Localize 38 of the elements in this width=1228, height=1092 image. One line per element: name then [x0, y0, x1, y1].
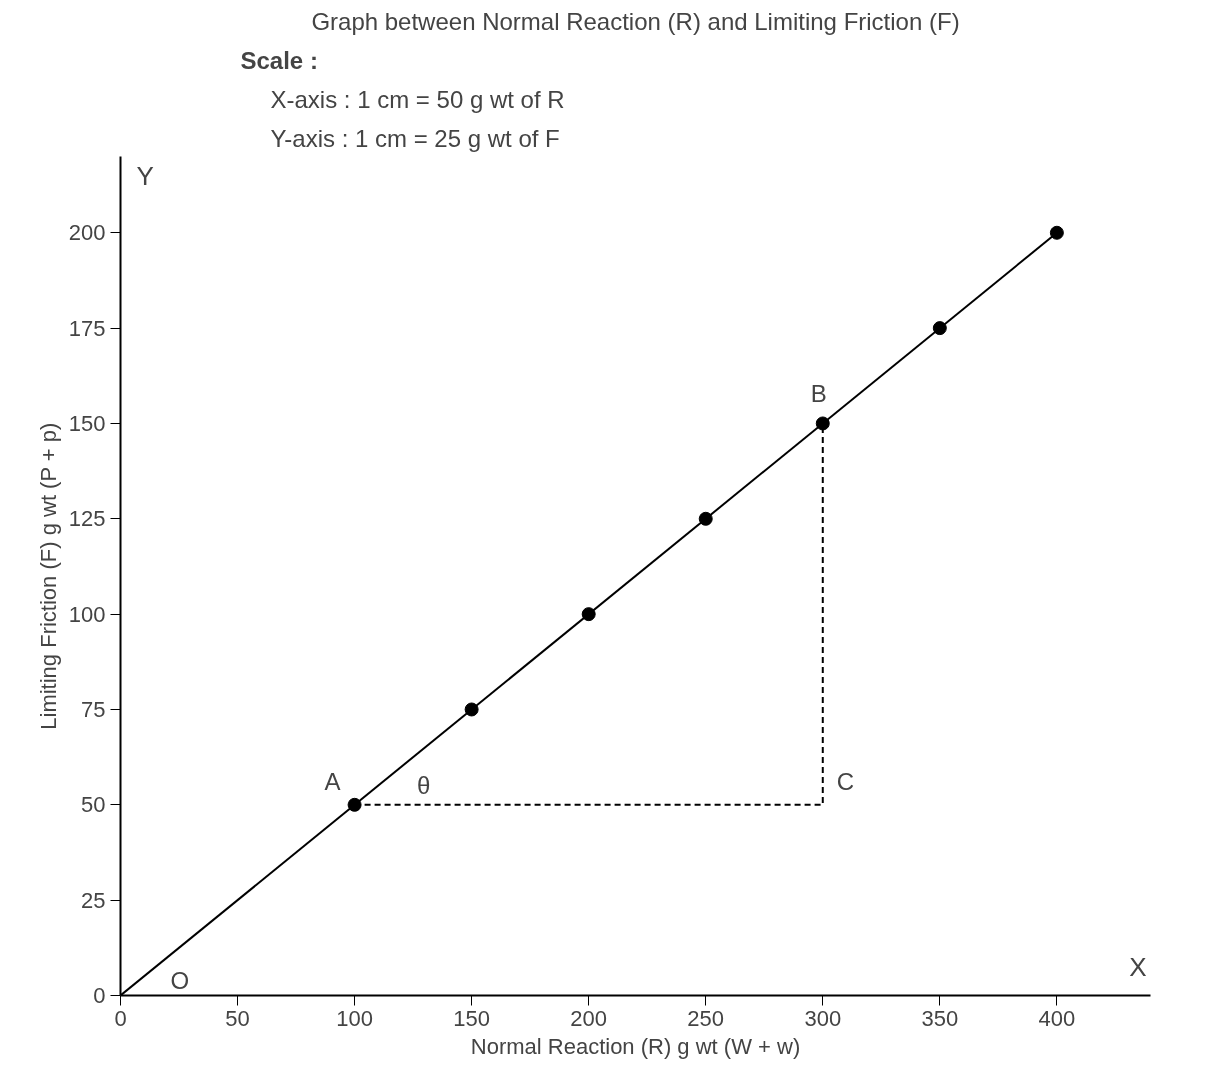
chart-subtitle: Scale : — [240, 46, 318, 74]
text: X-axis : 1 cm = 50 g wt of R — [270, 85, 565, 113]
point — [1049, 225, 1064, 240]
x-tick-label: 0 — [114, 1005, 127, 1031]
x-tick-label: 100 — [336, 1005, 373, 1031]
y-tick-label: 175 — [68, 315, 106, 341]
annotation: O — [170, 966, 190, 994]
x-tick-label: 200 — [570, 1005, 608, 1031]
x-tick-label: 300 — [804, 1005, 842, 1031]
y-tick-label: 100 — [68, 601, 106, 627]
annotation: C — [836, 767, 855, 795]
x-tick-label: 350 — [921, 1005, 959, 1031]
text: Y-axis : 1 cm = 25 g wt of F — [270, 124, 560, 152]
y-tick-label: 25 — [81, 887, 106, 913]
x-tick-label: 250 — [687, 1005, 725, 1031]
y-tick-label: 150 — [68, 410, 106, 436]
annotation: θ — [417, 771, 431, 799]
x-tick-label: 400 — [1038, 1005, 1076, 1031]
y-tick-label: 75 — [81, 696, 106, 722]
y-tick-label: 0 — [93, 983, 106, 1008]
point — [581, 607, 596, 622]
point — [815, 416, 830, 431]
x-tick-label: 150 — [453, 1005, 490, 1031]
x-axis-title: Normal Reaction (R) g wt (W + w) — [470, 1033, 801, 1059]
y-tick-label: 125 — [68, 506, 106, 532]
y-tick-label: 50 — [81, 792, 106, 818]
y-axis-title: Limiting Friction (F) g wt (P + p) — [35, 422, 61, 730]
point — [932, 321, 947, 336]
annotation: Y — [136, 160, 154, 191]
chart-title: Graph between Normal Reaction (R) and Limiting Friction (F) — [311, 7, 960, 35]
y-tick-label: 200 — [68, 220, 106, 246]
annotation: B — [810, 380, 827, 408]
point — [347, 797, 362, 812]
annotation: X — [1129, 951, 1147, 982]
x-tick-label: 50 — [225, 1005, 250, 1031]
annotation: A — [324, 767, 341, 795]
point — [464, 702, 479, 717]
point — [698, 511, 713, 526]
